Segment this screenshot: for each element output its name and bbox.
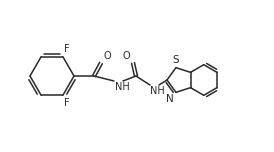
- Text: N: N: [166, 94, 174, 104]
- Text: F: F: [64, 98, 70, 108]
- Text: S: S: [173, 55, 179, 65]
- Text: NH: NH: [150, 86, 165, 96]
- Text: NH: NH: [115, 82, 130, 92]
- Text: O: O: [103, 51, 111, 61]
- Text: O: O: [122, 51, 130, 61]
- Text: F: F: [64, 44, 70, 54]
